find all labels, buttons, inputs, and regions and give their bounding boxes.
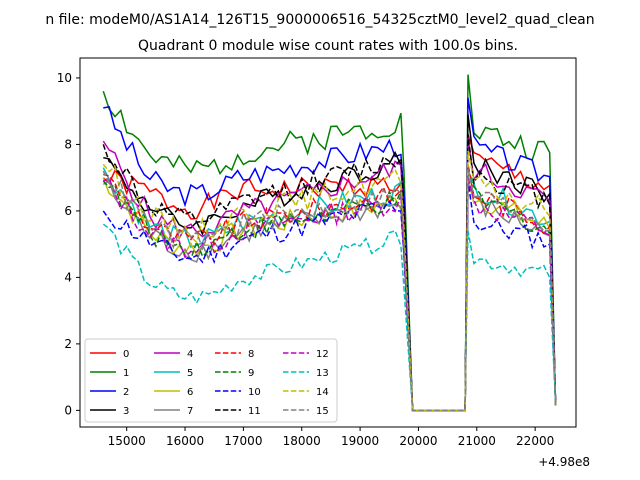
legend-label-13: 13 [316, 368, 329, 379]
y-tick-label: 0 [64, 403, 72, 417]
legend-label-4: 4 [187, 349, 193, 360]
legend-box [84, 338, 338, 423]
x-tick-label: 18000 [283, 434, 321, 448]
series-line-12 [103, 177, 557, 412]
series-line-13 [102, 223, 557, 412]
y-tick-label: 8 [64, 137, 72, 151]
series-line-10 [102, 180, 557, 412]
legend-label-1: 1 [123, 368, 129, 379]
suptitle: n file: modeM0/AS1A14_126T15_9000006516_… [45, 12, 594, 28]
x-tick-label: 20000 [399, 434, 437, 448]
legend-label-3: 3 [123, 406, 129, 417]
legend-label-7: 7 [187, 406, 193, 417]
legend-label-6: 6 [187, 387, 193, 398]
legend-label-2: 2 [123, 387, 129, 398]
x-tick-label: 15000 [108, 434, 146, 448]
legend-label-8: 8 [248, 349, 254, 360]
legend-label-0: 0 [123, 349, 129, 360]
y-tick-label: 10 [57, 71, 72, 85]
axes-frame [79, 57, 577, 428]
legend-label-12: 12 [316, 349, 329, 360]
series-line-4 [102, 137, 557, 412]
legend-label-15: 15 [316, 406, 329, 417]
y-tick-label: 6 [64, 204, 72, 218]
x-tick-label: 17000 [224, 434, 262, 448]
legend-label-11: 11 [248, 406, 261, 417]
legend-label-14: 14 [316, 387, 329, 398]
legend-label-5: 5 [187, 368, 193, 379]
series-line-11 [102, 134, 557, 412]
legend-label-10: 10 [248, 387, 261, 398]
legend-label-9: 9 [248, 368, 254, 379]
x-tick-label: 19000 [341, 434, 379, 448]
series-line-15 [102, 167, 557, 412]
x-tick-label: 21000 [458, 434, 496, 448]
series-line-2 [103, 97, 557, 412]
series-line-1 [102, 74, 557, 412]
y-tick-label: 4 [64, 270, 72, 284]
x-tick-label: 22000 [516, 434, 554, 448]
series-line-14 [102, 150, 557, 412]
x-tick-label: 16000 [166, 434, 204, 448]
chart-title: Quadrant 0 module wise count rates with … [138, 38, 518, 54]
x-axis: 15000 16000 17000 18000 19000 20000 21000 22000 [108, 427, 554, 448]
plot-area [102, 74, 557, 412]
series-line-9 [102, 174, 557, 412]
y-tick-label: 2 [64, 337, 72, 351]
y-axis: 0 2 4 6 8 10 [57, 71, 80, 417]
x-offset-label: +4.98e8 [538, 455, 590, 469]
